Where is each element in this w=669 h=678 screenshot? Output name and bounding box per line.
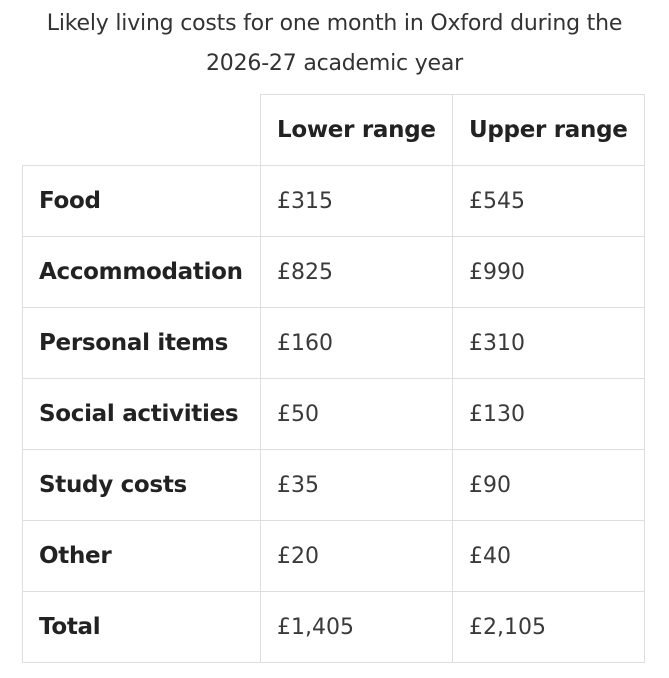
lower-range-cell: £825: [260, 236, 453, 308]
upper-range-cell: £40: [452, 520, 645, 592]
lower-range-cell: £50: [260, 378, 453, 450]
table-row: Accommodation £825 £990: [22, 236, 645, 308]
table-row: Study costs £35 £90: [22, 449, 645, 521]
table-row: Personal items £160 £310: [22, 307, 645, 379]
upper-range-total-cell: £2,105: [452, 591, 645, 663]
upper-range-cell: £90: [452, 449, 645, 521]
lower-range-cell: £35: [260, 449, 453, 521]
column-header-upper-range: Upper range: [452, 94, 645, 166]
row-label-social-activities: Social activities: [22, 378, 261, 450]
row-label-food: Food: [22, 165, 261, 237]
table-caption: Likely living costs for one month in Oxf…: [0, 4, 669, 84]
upper-range-cell: £545: [452, 165, 645, 237]
empty-corner-cell: [22, 94, 261, 166]
row-label-accommodation: Accommodation: [22, 236, 261, 308]
column-header-lower-range: Lower range: [260, 94, 453, 166]
lower-range-cell: £20: [260, 520, 453, 592]
caption-line-1: Likely living costs for one month in Oxf…: [46, 11, 623, 36]
header-row: Lower range Upper range: [22, 94, 645, 166]
upper-range-cell: £310: [452, 307, 645, 379]
table-row-total: Total £1,405 £2,105: [22, 591, 645, 663]
row-label-study-costs: Study costs: [22, 449, 261, 521]
upper-range-cell: £130: [452, 378, 645, 450]
living-costs-table: Lower range Upper range Food £315 £545 A…: [22, 94, 645, 663]
lower-range-total-cell: £1,405: [260, 591, 453, 663]
table-row: Food £315 £545: [22, 165, 645, 237]
lower-range-cell: £315: [260, 165, 453, 237]
upper-range-cell: £990: [452, 236, 645, 308]
table-row: Other £20 £40: [22, 520, 645, 592]
table-row: Social activities £50 £130: [22, 378, 645, 450]
row-label-other: Other: [22, 520, 261, 592]
row-label-personal-items: Personal items: [22, 307, 261, 379]
row-label-total: Total: [22, 591, 261, 663]
lower-range-cell: £160: [260, 307, 453, 379]
caption-line-2: 2026-27 academic year: [206, 51, 463, 76]
